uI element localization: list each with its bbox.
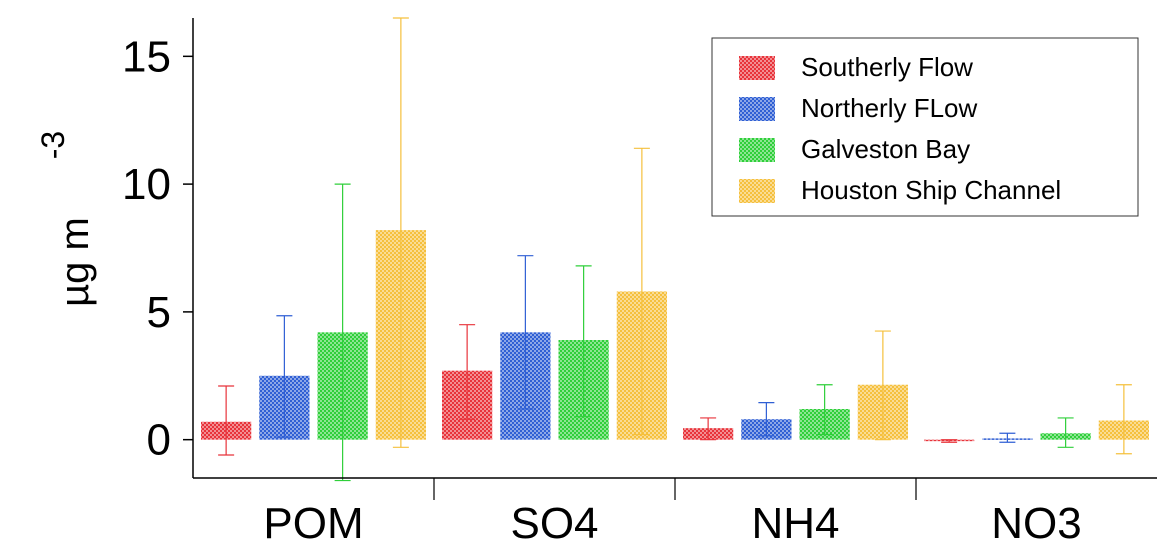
y-axis-title: µg m -3 [35,131,97,307]
legend-label: Houston Ship Channel [801,175,1061,205]
x-tick-label: POM [263,499,363,544]
x-tick-label: SO4 [510,499,598,544]
legend-label: Northerly FLow [801,93,977,123]
legend-swatch [739,56,775,80]
legend-box [711,37,1139,217]
y-tick-label: 5 [147,288,171,337]
legend-label: Southerly Flow [801,52,973,82]
y-tick-label: 15 [122,32,171,81]
legend-label: Galveston Bay [801,134,970,164]
legend[interactable]: Southerly Flow Northerly FLow Galveston Ba… [711,37,1139,217]
y-axis-label: µg m [53,217,97,307]
legend-swatch [739,97,775,121]
legend-swatch [739,138,775,162]
x-tick-label: NO3 [991,499,1081,544]
x-tick-label: NH4 [751,499,839,544]
y-tick-label: 0 [147,416,171,465]
y-tick-label: 10 [122,160,171,209]
y-axis-label-superscript: -3 [35,131,71,159]
axes: 0 5 10 15 POM SO4 NH4 NO3 [122,18,1157,544]
error-bars [218,17,1132,482]
legend-swatch [739,179,775,203]
